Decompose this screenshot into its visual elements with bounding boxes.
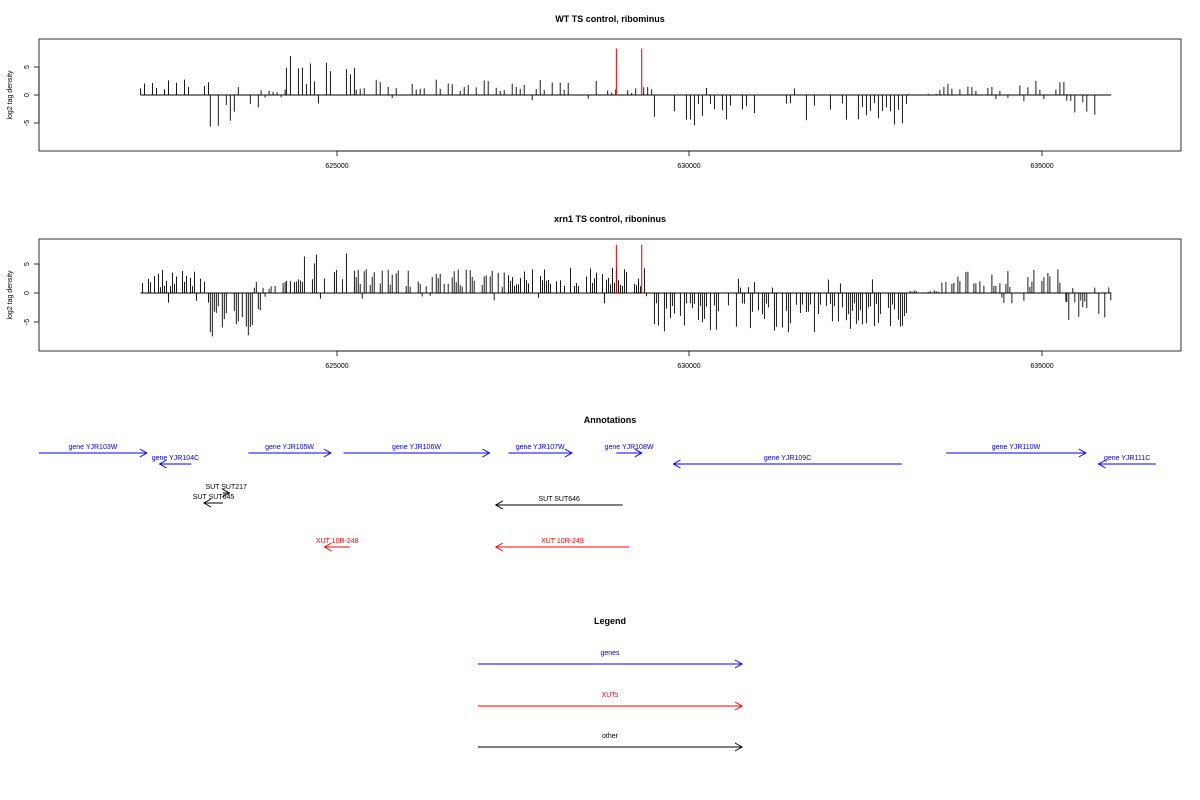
annotation-arrow: SUT SUT645 [193,494,235,508]
annotation-arrow: SUT SUT646 [494,496,623,510]
legend-items: genes XUTs other [478,650,744,752]
annotation-label: gene YJR107W [516,444,565,451]
annotation-label: SUT SUT645 [193,494,235,501]
annotation-label: gene YJR106W [392,444,441,451]
panel-xrn1-ytick-label-m5: -5 [24,319,31,325]
annotation-arrow: gene YJR106W [343,444,491,458]
legend-label: other [602,733,619,740]
legend-item: genes [478,650,744,669]
legend-title: Legend [594,616,626,626]
panel-xrn1-ytick-label-0: 0 [24,291,31,295]
panel-xrn1-title: xrn1 TS control, riboninus [554,214,666,224]
annotation-label: gene YJR105W [265,444,314,451]
panel-wt-ylabel: log2 tag density [7,70,14,120]
panel-xrn1-markers [615,244,643,293]
legend-item: other [478,733,744,752]
annotation-arrow: gene YJR103W [39,444,148,458]
panel-xrn1-ytick-label-5: 5 [24,262,31,266]
annotation-arrow: gene YJR111C [1097,455,1156,469]
annotation-arrow: gene YJR104C [152,455,199,469]
annotation-label: XUT 10R-248 [316,538,359,545]
annotation-arrow: XUT 10R-248 [316,538,359,552]
panel-xrn1: xrn1 TS control, riboninus log2 tag dens… [7,214,1182,370]
panel-wt-yaxis: 5 0 -5 [24,65,40,126]
annotation-label: gene YJR103W [68,444,117,451]
legend-item: XUTs [478,692,744,711]
annotation-features: gene YJR103W gene YJR104C gene YJR105W gene… [39,444,1156,552]
panel-xrn1-xtick-label-625000: 625000 [325,363,348,370]
annotation-arrow: gene YJR107W [508,444,573,458]
annotation-arrow: gene YJR105W [248,444,332,458]
panel-wt-bars [140,56,1096,127]
panel-xrn1-yaxis: 5 0 -5 [24,262,40,325]
annotation-arrow: gene YJR108W [605,444,654,458]
panel-wt-ytick-label-0: 0 [24,93,31,97]
panel-wt-xtick-label-635000: 635000 [1030,163,1053,170]
panel-wt-xtick-label-625000: 625000 [325,163,348,170]
annotation-arrow: SUT SUT217 [205,484,247,498]
legend-label: XUTs [602,692,619,699]
panel-wt-xaxis: 625000 630000 635000 [325,150,1054,170]
annotation-label: gene YJR111C [1104,455,1150,462]
panel-wt-xtick-label-630000: 630000 [677,163,700,170]
annotation-label: gene YJR110W [992,444,1041,451]
panel-xrn1-ylabel: log2 tag density [7,270,14,320]
annotation-label: SUT SUT217 [205,484,247,491]
annotation-label: SUT SUT646 [538,496,580,503]
annotation-arrow: gene YJR109C [672,455,902,469]
annotation-arrow: XUT 10R-249 [494,538,630,552]
annotation-label: gene YJR108W [605,444,654,451]
panel-wt-title: WT TS control, ribominus [555,14,665,24]
panel-xrn1-xtick-label-630000: 630000 [677,363,700,370]
annotation-label: gene YJR104C [152,455,199,462]
panel-xrn1-xaxis: 625000 630000 635000 [325,350,1054,370]
legend: Legend genes XUTs other [478,616,744,752]
annotation-label: gene YJR109C [764,455,811,462]
panel-wt: WT TS control, ribominus log2 tag densit… [7,14,1182,170]
annotation-label: XUT 10R-249 [541,538,584,545]
panel-wt-ytick-label-m5: -5 [24,120,31,126]
legend-label: genes [600,650,620,657]
panel-wt-ytick-label-5: 5 [24,65,31,69]
panel-xrn1-xtick-label-635000: 635000 [1030,363,1053,370]
annotation-arrow: gene YJR110W [946,444,1087,458]
annotations-title: Annotations [584,415,637,425]
panel-xrn1-bars [142,253,1112,337]
panel-wt-markers [615,48,643,95]
